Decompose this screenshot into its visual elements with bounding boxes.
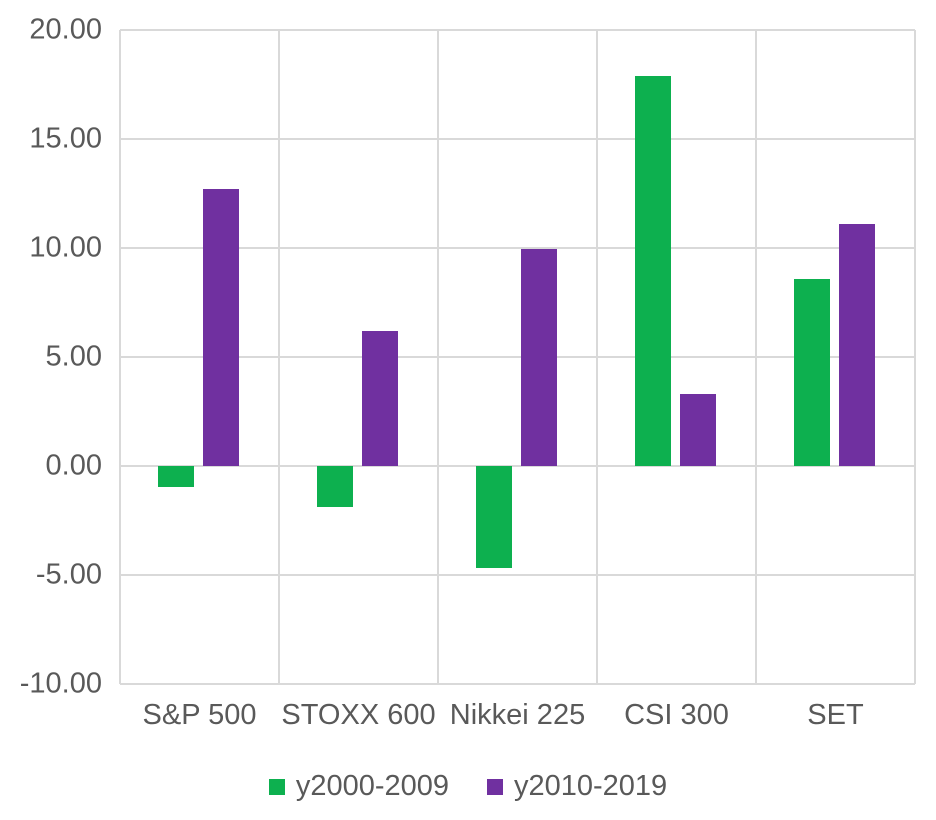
x-axis-category-label: CSI 300	[624, 699, 729, 731]
x-axis-category-label: STOXX 600	[281, 699, 436, 731]
x-axis-category-label: S&P 500	[142, 699, 257, 731]
horizontal-gridline	[120, 247, 915, 249]
horizontal-gridline	[120, 574, 915, 576]
legend-item-y2010-2019: y2010-2019	[487, 772, 667, 801]
y-axis-tick-label: -10.00	[19, 667, 102, 700]
bar-y2010-2019-stoxx-600	[362, 330, 398, 466]
horizontal-gridline	[120, 29, 915, 31]
y-axis-tick-label: 20.00	[29, 13, 102, 46]
horizontal-gridline	[120, 465, 915, 467]
vertical-gridline	[278, 30, 280, 684]
vertical-gridline	[755, 30, 757, 684]
vertical-gridline	[437, 30, 439, 684]
vertical-gridline	[914, 30, 916, 684]
horizontal-gridline	[120, 138, 915, 140]
legend-item-y2000-2009: y2000-2009	[268, 770, 449, 802]
x-axis-category-label: Nikkei 225	[449, 699, 586, 731]
legend-swatch-y2000-2009	[268, 778, 285, 795]
bar-y2010-2019-nikkei-225	[521, 249, 557, 466]
bar-y2000-2009-s-p-500	[158, 466, 194, 487]
vertical-gridline	[119, 30, 121, 684]
bar-y2000-2009-nikkei-225	[476, 466, 512, 569]
y-axis-tick-label: 15.00	[29, 122, 102, 155]
bar-y2010-2019-set	[839, 224, 875, 466]
bar-y2000-2009-set	[794, 278, 830, 466]
y-axis-tick-label: 10.00	[29, 231, 102, 264]
bar-y2010-2019-csi-300	[680, 394, 716, 466]
vertical-gridline	[596, 30, 598, 684]
legend-label: y2010-2019	[514, 770, 668, 802]
y-axis-tick-label: 5.00	[45, 340, 102, 373]
y-axis-tick-label: -5.00	[35, 558, 102, 591]
horizontal-gridline	[120, 356, 915, 358]
legend: y2000-2009 y2010-2019	[0, 772, 936, 801]
x-axis-category-label: SET	[807, 699, 864, 731]
legend-swatch-y2010-2019	[487, 778, 503, 795]
legend-label: y2000-2009	[295, 770, 449, 802]
bar-y2000-2009-csi-300	[635, 75, 671, 466]
bar-y2000-2009-stoxx-600	[317, 466, 353, 508]
bar-y2010-2019-s-p-500	[203, 189, 239, 466]
horizontal-gridline	[120, 683, 915, 685]
y-axis-tick-label: 0.00	[45, 449, 102, 482]
